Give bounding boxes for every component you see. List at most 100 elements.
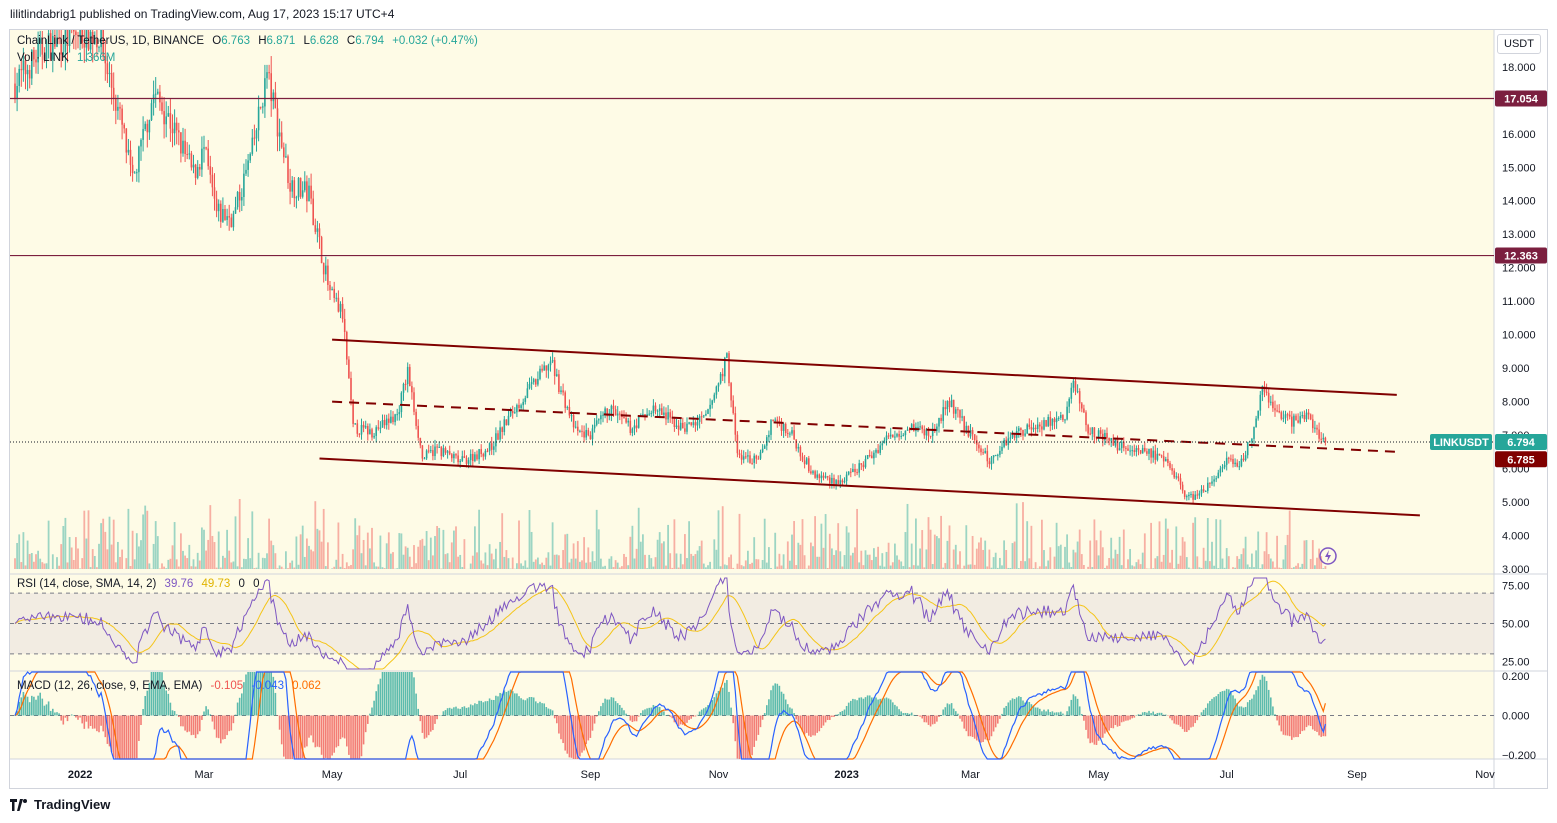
macd-histogram-bar — [1211, 698, 1213, 716]
lightning-icon[interactable] — [1319, 547, 1337, 565]
volume-bar — [1320, 556, 1323, 569]
price-tick-label: 3.000 — [1502, 564, 1530, 576]
symbol-label[interactable]: ChainLink / TetherUS, 1D, BINANCE — [17, 35, 205, 47]
macd-histogram-bar — [1154, 713, 1157, 716]
volume-bar — [518, 520, 520, 569]
volume-bar — [671, 567, 674, 569]
candle-body — [337, 297, 340, 312]
macd-histogram-bar — [971, 715, 974, 737]
macd-histogram-bar — [228, 715, 230, 732]
macd-histogram-bar — [532, 697, 535, 716]
macd-histogram-bar — [1085, 715, 1087, 730]
volume-bar — [312, 551, 315, 569]
volume-bar — [26, 540, 29, 569]
volume-bar — [927, 517, 930, 569]
price-tick-label: 16.000 — [1502, 129, 1536, 141]
candle-body — [1003, 439, 1005, 447]
candle-body — [364, 426, 367, 428]
candle-body — [587, 430, 590, 436]
macd-histogram-bar — [472, 705, 474, 716]
volume-bar — [831, 548, 833, 569]
candle-body — [255, 130, 258, 139]
volume-bar — [287, 568, 289, 569]
volume-bar — [1290, 567, 1293, 569]
macd-histogram-bar — [1141, 712, 1144, 716]
candle-body — [791, 430, 793, 434]
macd-histogram-bar — [1068, 706, 1070, 716]
macd-histogram-bar — [1301, 715, 1304, 732]
volume-bar — [847, 532, 850, 569]
macd-histogram-bar — [566, 715, 569, 754]
volume-bar — [707, 565, 709, 569]
candle-body — [978, 444, 980, 449]
rsi-label[interactable]: RSI (14, close, SMA, 14, 2) — [17, 578, 157, 590]
candle-body — [402, 383, 405, 393]
macd-histogram-bar — [222, 715, 224, 740]
last-price-label: 6.794 — [1507, 437, 1535, 449]
candle-body — [1062, 415, 1064, 420]
candle-body — [652, 405, 655, 414]
macd-histogram-bar — [946, 703, 949, 716]
candle-body — [1223, 464, 1226, 468]
candle-body — [1265, 391, 1268, 393]
candle-body — [1022, 430, 1024, 436]
candle-body — [728, 353, 730, 384]
candle-body — [1110, 437, 1112, 441]
candle-body — [199, 167, 201, 170]
volume-bar — [499, 541, 501, 569]
macd-histogram-bar — [770, 690, 772, 716]
volume-bar — [266, 553, 268, 569]
macd-histogram-bar — [1127, 715, 1129, 721]
candle-body — [1097, 430, 1100, 439]
volume-bar — [324, 566, 327, 569]
lightning-icon[interactable] — [1325, 550, 1331, 562]
volume-bar — [406, 547, 409, 569]
volume-bar — [471, 555, 474, 569]
candle-body — [253, 137, 256, 139]
volume-bar — [125, 558, 128, 569]
candle-body — [654, 405, 657, 412]
candle-body — [150, 103, 153, 121]
candle-body — [238, 192, 241, 201]
candle-body — [457, 455, 459, 463]
candle-body — [1244, 455, 1247, 461]
volume-bar — [501, 513, 504, 569]
candle-body — [1039, 424, 1041, 427]
macd-histogram-bar — [623, 710, 625, 716]
volume-bar — [1219, 519, 1222, 569]
candle-body — [761, 448, 764, 453]
macd-histogram-bar — [583, 715, 585, 751]
candle-body — [1106, 432, 1108, 438]
macd-histogram-bar — [257, 672, 260, 716]
candle-body — [751, 462, 753, 464]
macd-histogram-bar — [661, 710, 663, 716]
volume-bar — [377, 566, 380, 569]
macd-histogram-bar — [140, 715, 142, 725]
macd-histogram-bar — [747, 715, 749, 759]
macd-histogram-bar — [133, 715, 136, 759]
macd-label[interactable]: MACD (12, 26, close, 9, EMA, EMA) — [17, 680, 203, 692]
macd-histogram-bar — [102, 715, 104, 732]
candle-body — [142, 129, 144, 140]
volume-bar — [270, 540, 273, 569]
macd-histogram-bar — [934, 715, 936, 724]
candle-body — [314, 225, 317, 232]
candle-body — [272, 92, 275, 102]
volume-bar — [982, 549, 984, 569]
currency-unit-button[interactable]: USDT — [1497, 34, 1541, 54]
macd-histogram-bar — [900, 711, 902, 716]
candle-body — [1087, 425, 1089, 434]
candle-body — [837, 480, 839, 484]
macd-histogram-bar — [577, 715, 579, 759]
candle-body — [757, 458, 760, 460]
candle-body — [45, 41, 48, 60]
chart-canvas[interactable]: 2022 Mar May Jul Sep Nov 2023 Mar May Jul Sep Nov18… — [10, 30, 1547, 788]
candle-body — [982, 452, 984, 454]
macd-histogram-bar — [196, 715, 199, 735]
macd-histogram-bar — [373, 700, 375, 716]
candle-body — [266, 72, 268, 79]
macd-histogram-bar — [285, 715, 287, 759]
candle-body — [1274, 408, 1276, 411]
macd-histogram-bar — [950, 703, 953, 716]
macd-histogram-bar — [795, 715, 797, 720]
